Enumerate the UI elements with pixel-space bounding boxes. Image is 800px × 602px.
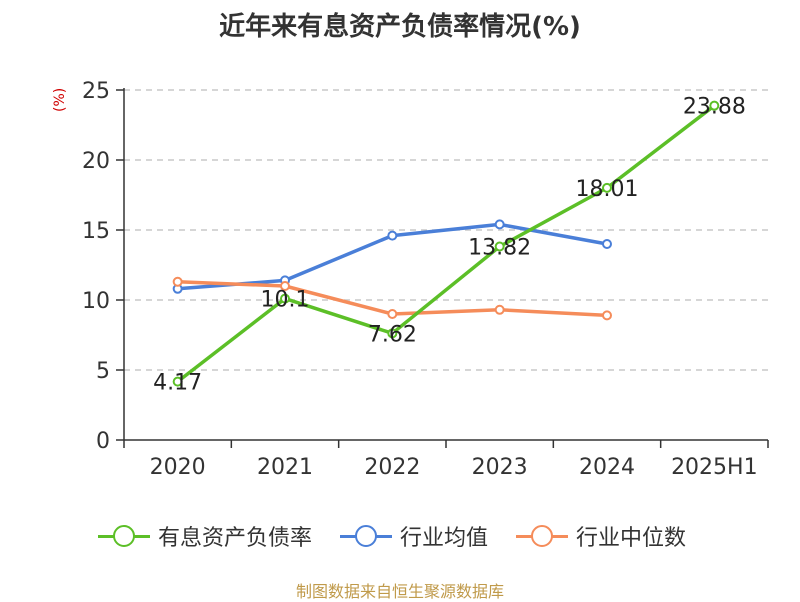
legend-circle-1 [355,525,378,547]
legend-item-series-2[interactable]: 行业中位数 [516,520,686,552]
x-tick-label-0: 2020 [150,455,206,480]
source-note: 制图数据来自恒生聚源数据库 [295,582,504,601]
y-tick-label-3: 15 [82,219,110,244]
legend-marker-series-2 [516,525,569,547]
x-tick-label-1: 2021 [257,455,313,480]
data-label-3: 13.82 [468,236,531,261]
y-tick-label-1: 5 [96,359,110,384]
legend-item-series-1[interactable]: 行业均值 [340,520,488,552]
y-tick-label-2: 10 [82,289,110,314]
y-tick-label-0: 0 [96,429,110,454]
x-tick-label-4: 2024 [579,455,635,480]
data-point-s0-5 [709,100,720,111]
data-point-s0-4 [602,182,612,193]
data-point-s0-2 [387,328,398,339]
data-point-s2-4 [602,310,612,321]
data-point-s2-2 [387,309,398,319]
data-label-0: 4.17 [153,371,202,396]
data-point-s0-3 [494,241,505,252]
legend-circle-2 [531,525,554,547]
y-tick-label-4: 20 [82,149,110,174]
legend-marker-series-1 [340,525,393,547]
legend-label-series-0: 有息资产负债率 [158,526,313,551]
legend-label-series-1: 行业均值 [400,526,489,551]
data-point-s2-3 [494,304,505,315]
series-line-0 [176,104,716,384]
legend-label-series-2: 行业中位数 [576,526,687,551]
data-point-s1-4 [602,239,612,249]
x-tick-label-2: 2022 [364,455,420,480]
legend-item-series-0[interactable]: 有息资产负债率 [98,520,312,552]
y-tick-label-5: 25 [82,79,110,104]
data-label-2: 7.62 [368,322,417,347]
data-point-s1-2 [387,230,398,241]
data-label-4: 18.01 [576,177,639,202]
legend-marker-series-0 [98,525,150,547]
legend: 有息资产负债率 行业均值 行业中位数 [98,520,686,552]
data-label-5: 23.88 [683,95,746,120]
chart-title: 近年来有息资产负债率情况(%) [219,12,581,42]
data-label-1: 10.1 [261,288,310,313]
data-point-s2-1 [280,281,290,291]
data-point-s1-3 [494,219,505,230]
data-point-s0-1 [280,293,290,304]
data-point-s2-0 [172,276,183,287]
x-tick-label-3: 2023 [472,455,528,480]
legend-circle-0 [113,525,135,547]
x-tick-label-5: 2025H1 [671,455,758,480]
data-point-s0-0 [172,376,183,387]
